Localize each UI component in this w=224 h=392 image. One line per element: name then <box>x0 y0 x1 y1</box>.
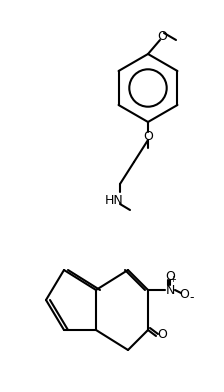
Text: O: O <box>165 270 175 283</box>
Text: -: - <box>190 292 194 305</box>
Text: HN: HN <box>105 194 123 207</box>
Text: O: O <box>157 327 167 341</box>
Text: N: N <box>165 283 175 296</box>
Text: +: + <box>170 276 177 285</box>
Text: O: O <box>179 287 189 301</box>
Text: O: O <box>157 29 167 42</box>
Text: O: O <box>143 129 153 143</box>
